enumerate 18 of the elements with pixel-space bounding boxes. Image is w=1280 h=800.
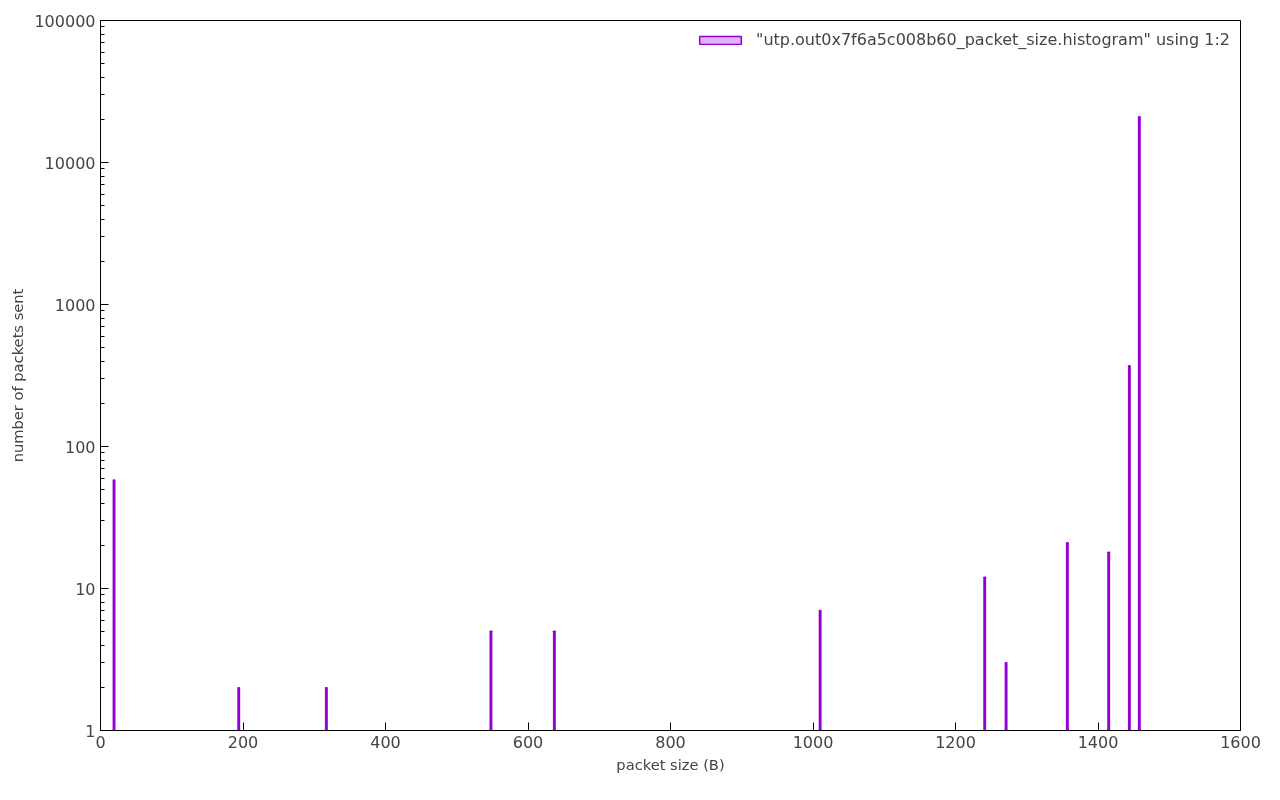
y-tick-label: 10000 xyxy=(44,153,96,173)
y-tick-label: 10 xyxy=(75,579,96,599)
x-tick-label: 800 xyxy=(655,732,686,752)
x-tick-label: 1200 xyxy=(935,732,976,752)
x-tick-label: 1600 xyxy=(1220,732,1261,752)
x-tick-label: 1400 xyxy=(1077,732,1119,752)
y-tick-label: 1 xyxy=(85,721,96,741)
x-axis-title: packet size (B) xyxy=(616,755,725,773)
x-tick-label: 1000 xyxy=(792,732,834,752)
x-tick-label: 600 xyxy=(512,732,544,752)
y-tick-label: 1000 xyxy=(54,295,96,315)
legend-label: "utp.out0x7f6a5c008b60_packet_size.histogram" using 1:2 xyxy=(756,30,1230,49)
x-tick-label: 0 xyxy=(95,732,106,752)
x-tick-label: 400 xyxy=(370,732,401,752)
x-tick-label: 200 xyxy=(227,732,259,752)
y-tick-label: 100 xyxy=(64,437,96,457)
y-axis-title: number of packets sent xyxy=(9,288,27,463)
y-tick-label: 100000 xyxy=(34,11,96,31)
